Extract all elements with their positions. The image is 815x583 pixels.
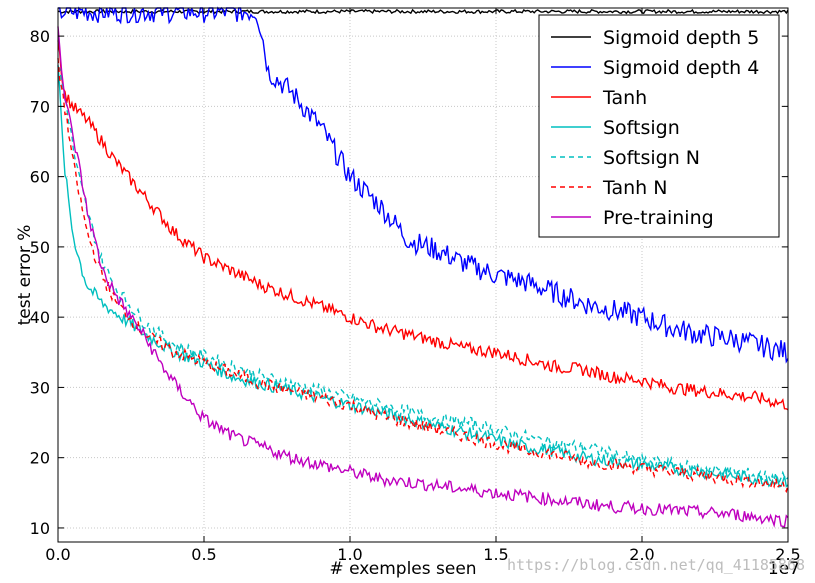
series-line-4 — [57, 66, 789, 484]
series-line-6 — [57, 26, 789, 528]
y-tick-label: 60 — [30, 168, 50, 187]
series-line-0 — [57, 8, 789, 15]
tick-labels: 0.0 0.5 1.0 1.5 2.0 2.5 10 20 30 40 50 60 70 80 — [30, 27, 801, 564]
legend-label: Softsign N — [603, 147, 700, 169]
legend-label: Pre-training — [603, 207, 714, 229]
y-tick-label: 40 — [30, 308, 50, 327]
legend-label: Tanh N — [602, 177, 667, 199]
x-offset-label: 1e7 — [768, 559, 800, 579]
y-tick-label: 30 — [30, 378, 50, 397]
y-axis-label: test error % — [15, 225, 35, 326]
legend-label: Tanh — [602, 87, 647, 109]
y-tick-label: 50 — [30, 238, 50, 257]
x-tick-label: 2.5 — [775, 545, 800, 564]
series-line-2 — [57, 40, 789, 411]
series-line-5 — [57, 58, 789, 494]
x-tick-label: 0.5 — [191, 545, 216, 564]
y-tick-label: 80 — [30, 27, 50, 46]
x-tick-label: 0.0 — [45, 545, 70, 564]
watermark: https://blog.csdn.net/qq_41185868 — [507, 556, 805, 574]
y-tick-label: 20 — [30, 449, 50, 468]
x-tick-label: 2.0 — [629, 545, 654, 564]
y-tick-label: 10 — [30, 519, 50, 538]
legend-label: Softsign — [603, 117, 680, 139]
legend-label: Sigmoid depth 5 — [603, 27, 759, 49]
ticks — [57, 8, 789, 542]
x-tick-label: 1.0 — [337, 545, 362, 564]
y-tick-label: 70 — [30, 97, 50, 116]
x-tick-label: 1.5 — [483, 545, 508, 564]
legend-label: Sigmoid depth 4 — [603, 57, 759, 79]
legend: Sigmoid depth 5 Sigmoid depth 4 Tanh Softsi… — [538, 14, 780, 238]
legend-box — [538, 14, 780, 238]
x-axis-label: # exemples seen — [329, 559, 476, 579]
series-line-3 — [57, 65, 789, 488]
plot-frame — [57, 7, 789, 543]
